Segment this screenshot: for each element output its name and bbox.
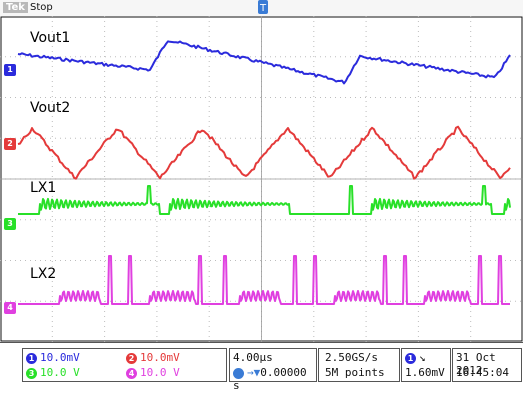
waveform-vout2 — [17, 125, 511, 180]
waveform-vout1 — [17, 40, 511, 85]
brand-logo: Tek — [3, 2, 28, 13]
waveform-lx2 — [18, 255, 510, 305]
delay-arrow-icon: →▼ — [247, 366, 261, 379]
ch1-badge: 1 — [26, 352, 37, 364]
ch3-scale-readout: 3 10.0 V — [26, 366, 80, 379]
ch3-ground-marker[interactable]: 3 — [4, 218, 16, 230]
datetime-panel: 31 Oct 2012 16:45:04 — [452, 348, 522, 382]
trigger-position-label: T — [259, 3, 267, 14]
delay-readout: →▼0.00000 s — [233, 366, 316, 392]
ch1-scale: 10.0mV — [40, 351, 80, 364]
trigger-source: 1 ↘ — [405, 351, 426, 364]
ch3-badge: 3 — [26, 367, 37, 379]
sample-rate-readout: 2.50GS/s — [325, 351, 378, 364]
timebase-panel[interactable]: 4.00µs →▼0.00000 s — [229, 348, 317, 392]
traces — [17, 40, 511, 305]
ch4-ground-marker[interactable]: 4 — [4, 302, 16, 314]
ch2-scale-readout: 2 10.0mV — [126, 351, 180, 364]
record-length-readout: 5M points — [325, 366, 385, 379]
acquisition-panel[interactable]: 2.50GS/s 5M points — [318, 348, 400, 382]
readout-bar: 1 10.0mV 2 10.0mV 3 10.0 V 4 10.0 V 4.00µs →… — [0, 342, 523, 395]
trigger-position-marker[interactable]: T — [258, 0, 268, 14]
acquisition-state: Stop — [30, 2, 53, 13]
delay-value: 0.00000 s — [233, 366, 307, 392]
ch4-scale-readout: 4 10.0 V — [126, 366, 180, 379]
delay-badge-icon — [233, 367, 244, 379]
time-readout: 16:45:04 — [456, 366, 509, 379]
timebase-readout: 4.00µs — [233, 351, 273, 364]
trace-label-lx1: LX1 — [30, 180, 57, 196]
ch3-scale: 10.0 V — [40, 366, 80, 379]
ch1-scale-readout: 1 10.0mV — [26, 351, 80, 364]
status-bar: Tek Stop T — [0, 0, 523, 16]
date-readout: 31 Oct 2012 — [456, 351, 496, 377]
falling-edge-icon: ↘ — [419, 351, 426, 364]
trace-label-lx2: LX2 — [30, 266, 57, 282]
ch4-scale: 10.0 V — [140, 366, 180, 379]
ch4-badge: 4 — [126, 367, 137, 379]
trigger-level-readout: 1.60mV — [405, 366, 445, 379]
trigger-panel[interactable]: 1 ↘ 1.60mV — [401, 348, 451, 382]
trace-label-vout2: Vout2 — [30, 100, 71, 116]
channel-scales-panel[interactable]: 1 10.0mV 2 10.0mV 3 10.0 V 4 10.0 V — [22, 348, 227, 382]
trace-label-vout1: Vout1 — [30, 30, 71, 46]
ch2-badge: 2 — [126, 352, 137, 364]
waveform-lx1 — [18, 185, 511, 215]
ch2-scale: 10.0mV — [140, 351, 180, 364]
ch2-ground-marker[interactable]: 2 — [4, 138, 16, 150]
trigger-source-badge: 1 — [405, 352, 416, 364]
waveform-area: Vout1 Vout2 LX1 LX2 1 2 3 4 — [0, 16, 523, 342]
waveform-graticule — [0, 16, 523, 342]
ch1-ground-marker[interactable]: 1 — [4, 64, 16, 76]
